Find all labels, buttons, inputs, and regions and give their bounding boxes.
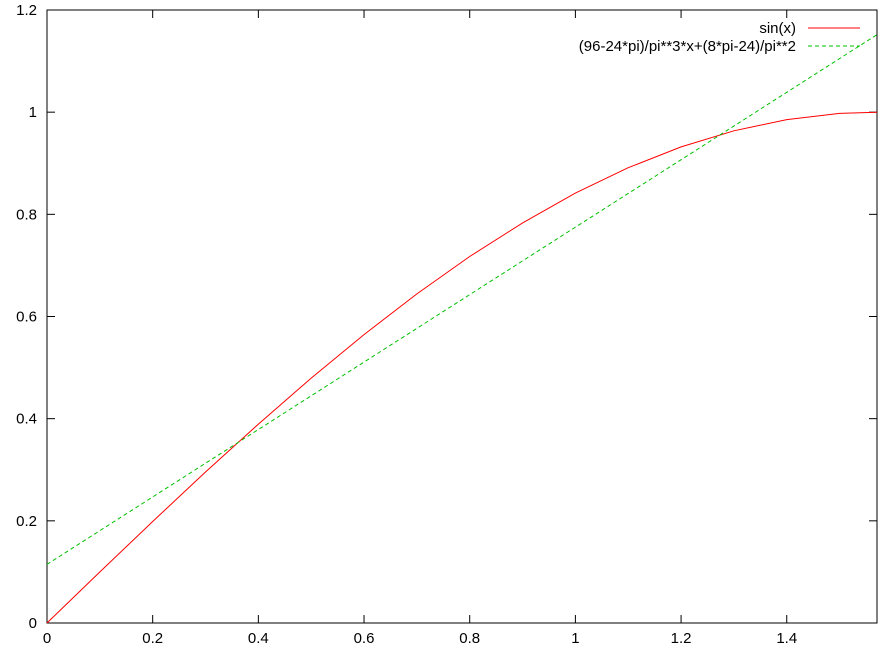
y-tick-label: 0.2 (16, 513, 37, 530)
y-tick-label: 1.2 (16, 2, 37, 19)
x-tick-label: 0 (43, 630, 51, 647)
legend-label: (96-24*pi)/pi**3*x+(8*pi-24)/pi**2 (579, 38, 796, 55)
y-tick-label: 0.6 (16, 309, 37, 326)
series-lines (46, 34, 878, 624)
x-tick-label: 0.4 (248, 630, 269, 647)
x-tick-label: 1.4 (776, 630, 797, 647)
y-tick-label: 0 (29, 615, 37, 632)
x-tick-label: 1 (571, 630, 579, 647)
y-tick-label: 0.8 (16, 206, 37, 223)
x-tick-label: 1.2 (671, 630, 692, 647)
x-tick-label: 0.6 (354, 630, 375, 647)
x-tick-label: 0.8 (459, 630, 480, 647)
legend-label: sin(x) (759, 20, 796, 37)
sin-x-series-line (46, 111, 878, 624)
legend: sin(x)(96-24*pi)/pi**3*x+(8*pi-24)/pi**2 (579, 20, 860, 55)
y-tick-label: 1 (29, 104, 37, 121)
plot-frame (46, 9, 878, 624)
linear-fit-series-line (46, 34, 878, 565)
axis-ticks: 0 0.2 0.4 0.6 0.8 1 1.2 1.4 0 0.2 0.4 0.6 0.8 1 1.2 (16, 2, 877, 647)
y-tick-label: 0.4 (16, 411, 37, 428)
x-tick-label: 0.2 (142, 630, 163, 647)
